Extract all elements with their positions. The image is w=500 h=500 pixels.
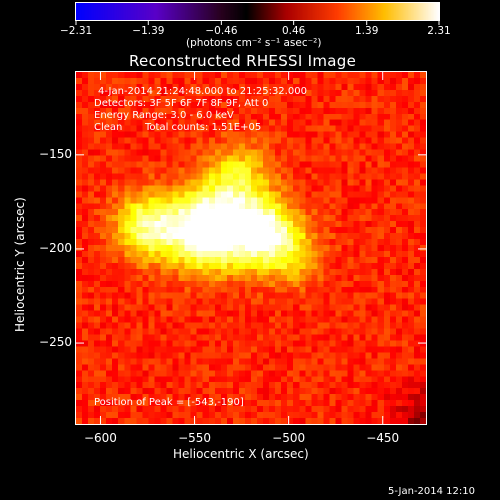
x-tick-label: −600 xyxy=(83,431,117,445)
colorbar xyxy=(76,3,439,20)
y-axis-label: Heliocentric Y (arcsec) xyxy=(13,197,27,332)
colorbar-axis xyxy=(75,2,440,25)
colorbar-tick-label: 2.31 xyxy=(427,25,451,37)
annotation-peak-position: Position of Peak = [-543,-190] xyxy=(94,397,244,408)
x-tick-label: −550 xyxy=(178,431,212,445)
rhessi-heatmap xyxy=(76,72,426,424)
y-tick-label: −150 xyxy=(39,146,72,161)
annotation-detectors: Detectors: 3F 5F 6F 7F 8F 9F, Att 0 xyxy=(94,98,269,109)
annotation-clean: Clean xyxy=(94,122,123,133)
x-axis-label: Heliocentric X (arcsec) xyxy=(173,447,309,461)
colorbar-tick-label: −1.39 xyxy=(132,25,165,37)
colorbar-tick-label: 0.46 xyxy=(281,25,306,37)
annotation-time-range: 4-Jan-2014 21:24:48.000 to 21:25:32.000 xyxy=(98,86,307,97)
annotation-total-counts: Total counts: 1.51E+05 xyxy=(145,122,262,133)
plot-frame xyxy=(75,71,427,425)
y-tick-label: −200 xyxy=(39,240,72,255)
x-tick-label: −500 xyxy=(272,431,306,445)
colorbar-unit-label: (photons cm⁻² s⁻¹ asec⁻²) xyxy=(186,37,322,49)
y-tick-label: −250 xyxy=(39,335,72,350)
chart-title: Reconstructed RHESSI Image xyxy=(129,52,357,70)
x-tick-label: −450 xyxy=(366,431,400,445)
annotation-energy-range: Energy Range: 3.0 - 6.0 keV xyxy=(94,110,234,121)
colorbar-tick-label: 1.39 xyxy=(355,25,379,37)
plot-timestamp: 5-Jan-2014 12:10 xyxy=(388,486,475,497)
colorbar-tick-label: −0.46 xyxy=(205,25,238,37)
colorbar-tick-label: −2.31 xyxy=(60,25,93,37)
